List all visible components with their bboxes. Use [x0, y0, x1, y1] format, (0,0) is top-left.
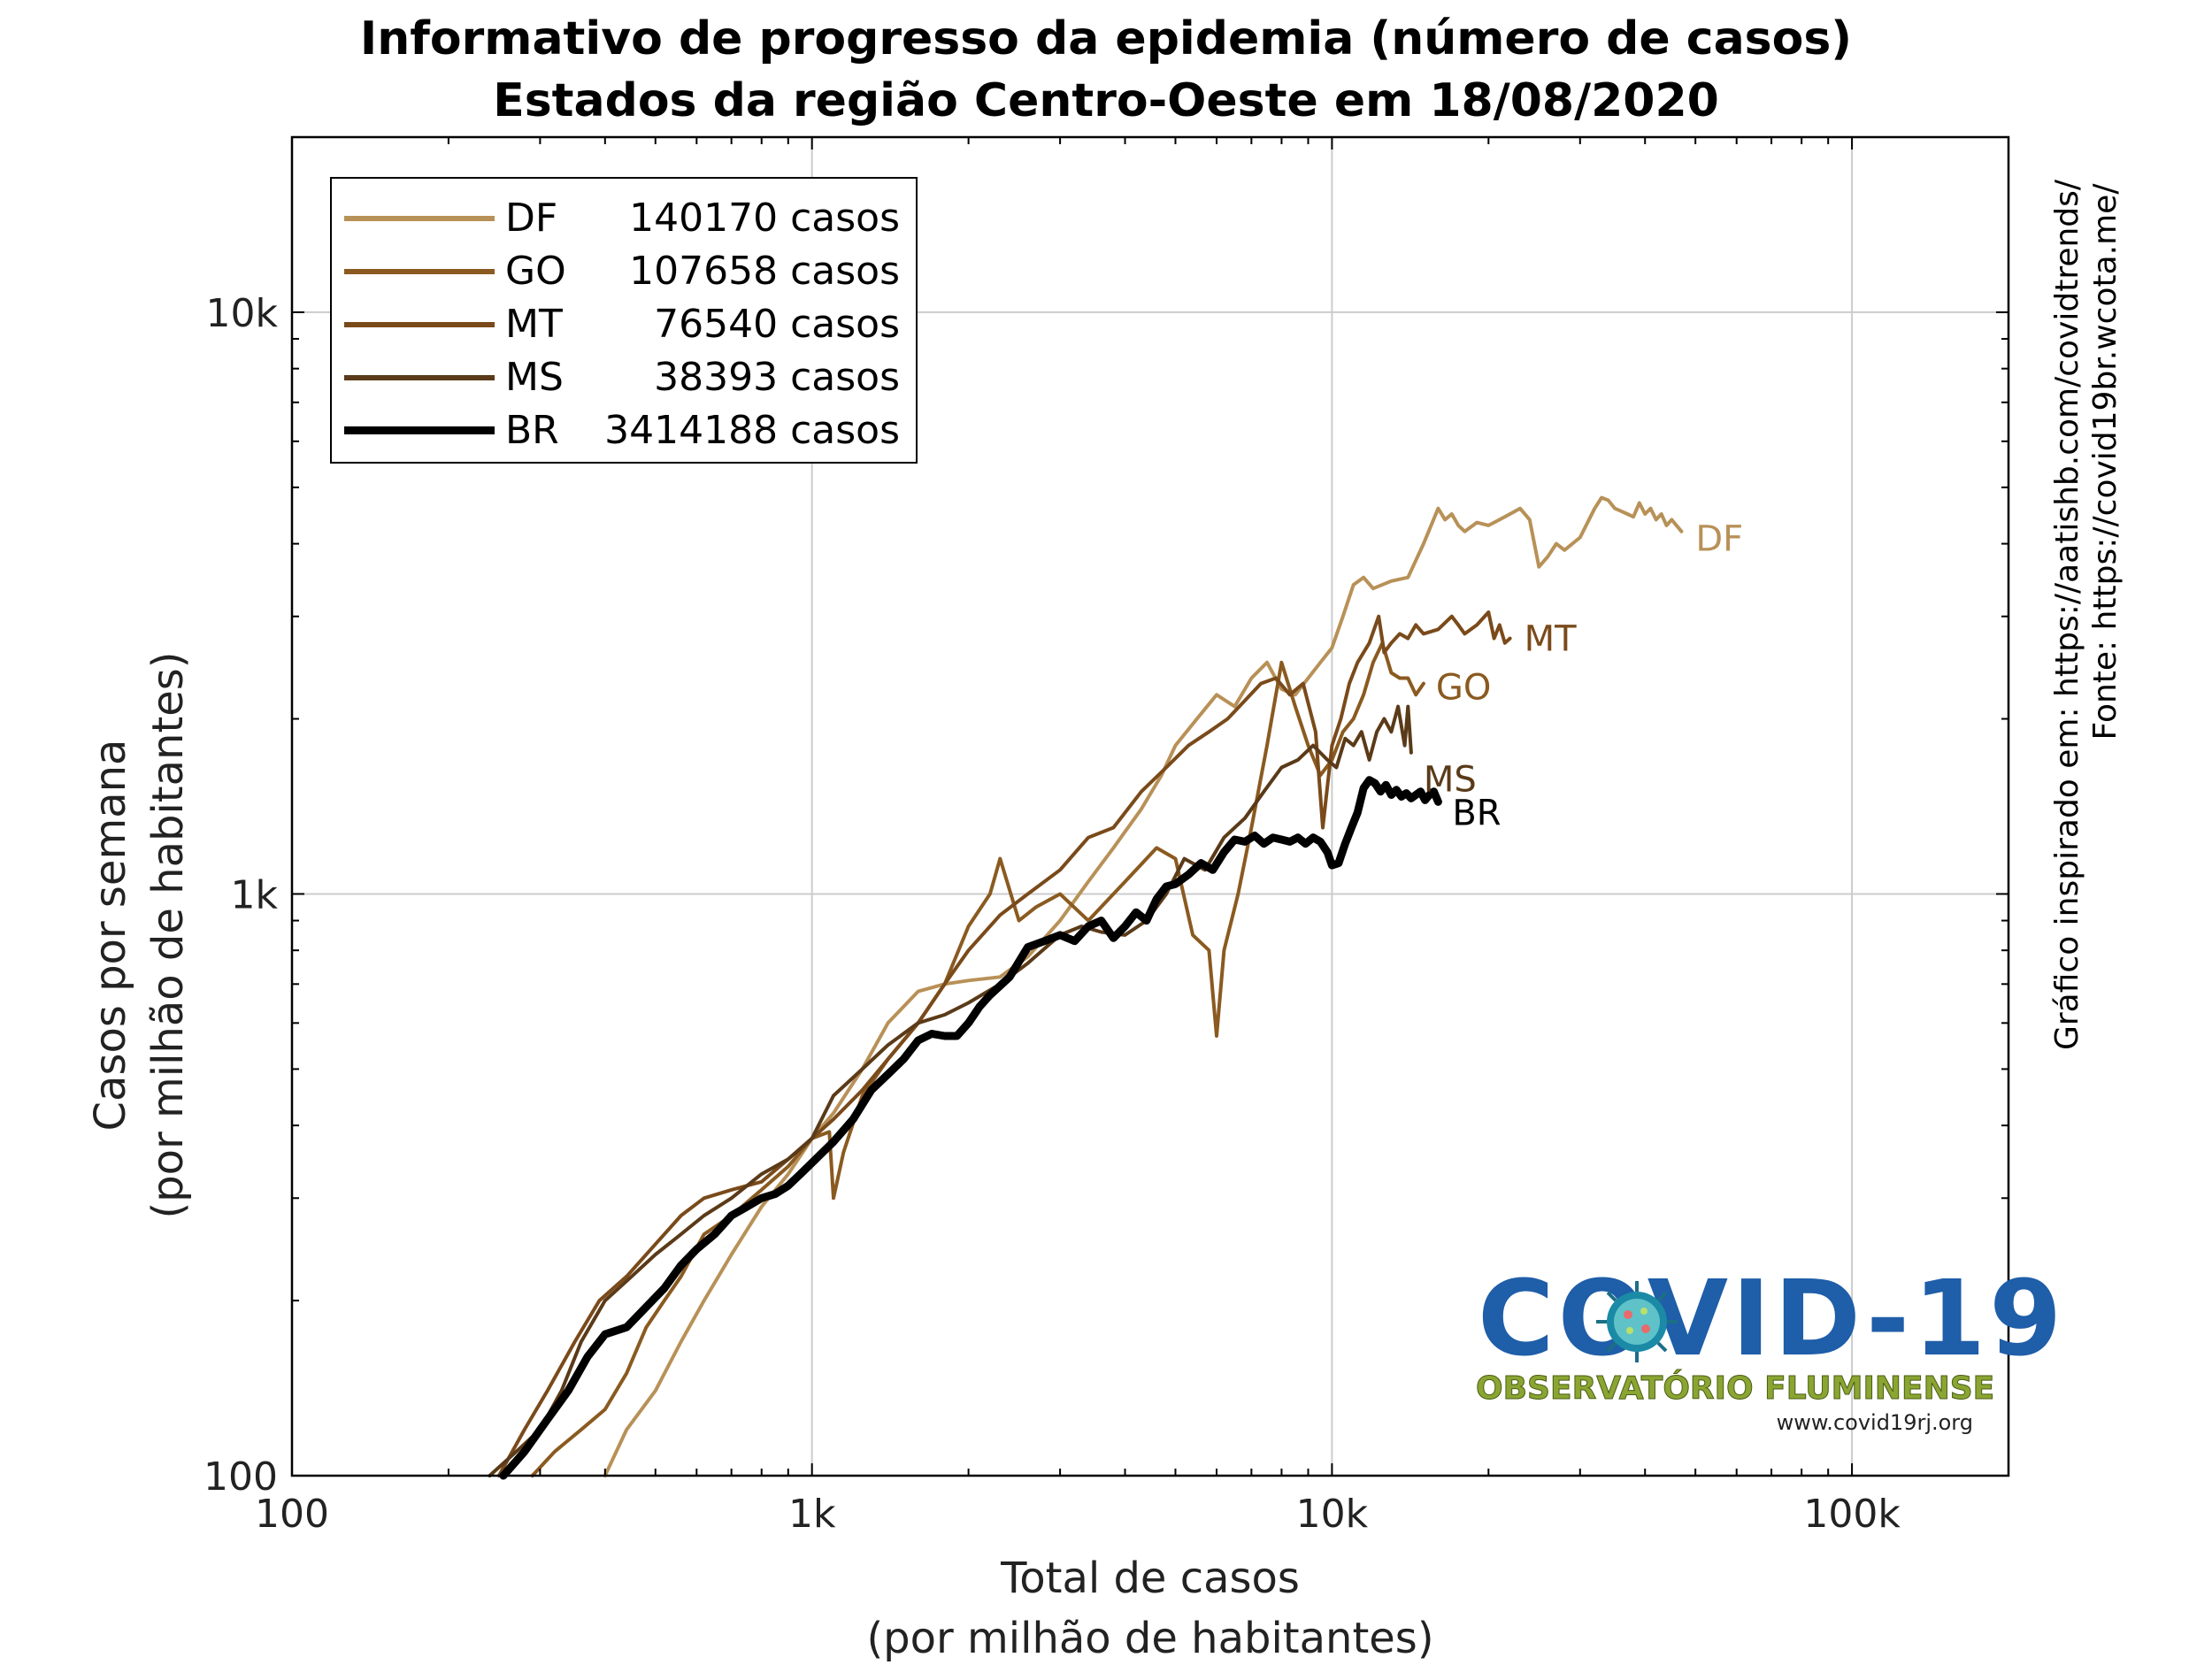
series-end-label-ms: MS [1424, 760, 1477, 801]
y-axis-label-unit: (por milhão de habitantes) [143, 651, 193, 1219]
legend-label-ms: MS [505, 355, 564, 400]
y-tick-label: 10k [206, 291, 279, 336]
x-axis-label: Total de casos [1001, 1554, 1300, 1603]
legend-item-go: GO 107658 casos [332, 244, 916, 297]
series-line-br [499, 776, 1442, 1480]
plot-frame [290, 135, 2010, 1477]
series-lines [488, 495, 1684, 1480]
series-line-df [603, 495, 1684, 1477]
x-axis-label-unit: (por milhão de habitantes) [866, 1614, 1434, 1663]
legend-swatch-df [344, 216, 495, 221]
legend-count-go: 107658 casos [629, 249, 900, 294]
series-end-label-mt: MT [1525, 619, 1578, 660]
y-axis-label: Casos por semana [86, 739, 135, 1132]
axis-ticks [291, 136, 2009, 1477]
legend-count-br: 3414188 casos [604, 408, 900, 453]
logo-subtitle: OBSERVATÓRIO FLUMINENSE [1475, 1370, 1995, 1408]
legend-swatch-br [344, 426, 495, 434]
legend-label-mt: MT [505, 302, 563, 347]
series-line-go [530, 641, 1425, 1477]
logo-title: COVID-19 [1478, 1257, 2066, 1379]
x-tick-label: 10k [1296, 1492, 1369, 1537]
legend-label-br: BR [505, 408, 559, 453]
chart-title: Informativo de progresso da epidemia (nú… [359, 12, 1853, 65]
x-tick-label: 100 [255, 1492, 329, 1537]
y-tick-label: 1k [231, 872, 279, 917]
legend-item-df: DF 140170 casos [332, 191, 916, 244]
legend-label-go: GO [505, 249, 566, 294]
legend-label-df: DF [505, 196, 558, 241]
source-credit: Fonte: https://covid19br.wcota.me/ [2087, 183, 2124, 740]
legend-count-df: 140170 casos [629, 196, 900, 241]
legend-item-mt: MT 76540 casos [332, 297, 916, 350]
legend: DF 140170 casos GO 107658 casos MT 76540… [330, 177, 918, 464]
legend-count-ms: 38393 casos [654, 355, 900, 400]
chart-subtitle: Estados da região Centro-Oeste em 18/08/… [493, 74, 1719, 127]
x-tick-label: 100k [1803, 1492, 1901, 1537]
virus-icon [1596, 1281, 1678, 1362]
x-tick-label: 1k [788, 1492, 836, 1537]
legend-swatch-mt [344, 322, 495, 327]
series-line-mt [496, 610, 1512, 1477]
legend-item-br: BR 3414188 casos [332, 403, 916, 457]
legend-swatch-go [344, 269, 495, 274]
plot-border [290, 135, 2010, 1477]
axis-tick-labels: 100 1k 10k 100k 100 1k 10k [204, 291, 1901, 1537]
legend-count-mt: 76540 casos [654, 302, 900, 347]
legend-item-ms: MS 38393 casos [332, 350, 916, 403]
inspiration-credit: Gráfico inspirado em: https://aatishb.co… [2049, 179, 2085, 1051]
legend-swatch-ms [344, 375, 495, 380]
series-end-label-go: GO [1436, 668, 1491, 709]
covid19-observatorio-logo: COVID-19 OBSERVATÓRIO FLUMINENSE www.cov… [1469, 1265, 2062, 1435]
series-end-label-br: BR [1452, 793, 1501, 833]
series-end-label-df: DF [1695, 519, 1743, 560]
y-tick-label: 100 [204, 1454, 278, 1500]
logo-url: www.covid19rj.org [1776, 1410, 1973, 1435]
series-line-ms [488, 704, 1413, 1477]
